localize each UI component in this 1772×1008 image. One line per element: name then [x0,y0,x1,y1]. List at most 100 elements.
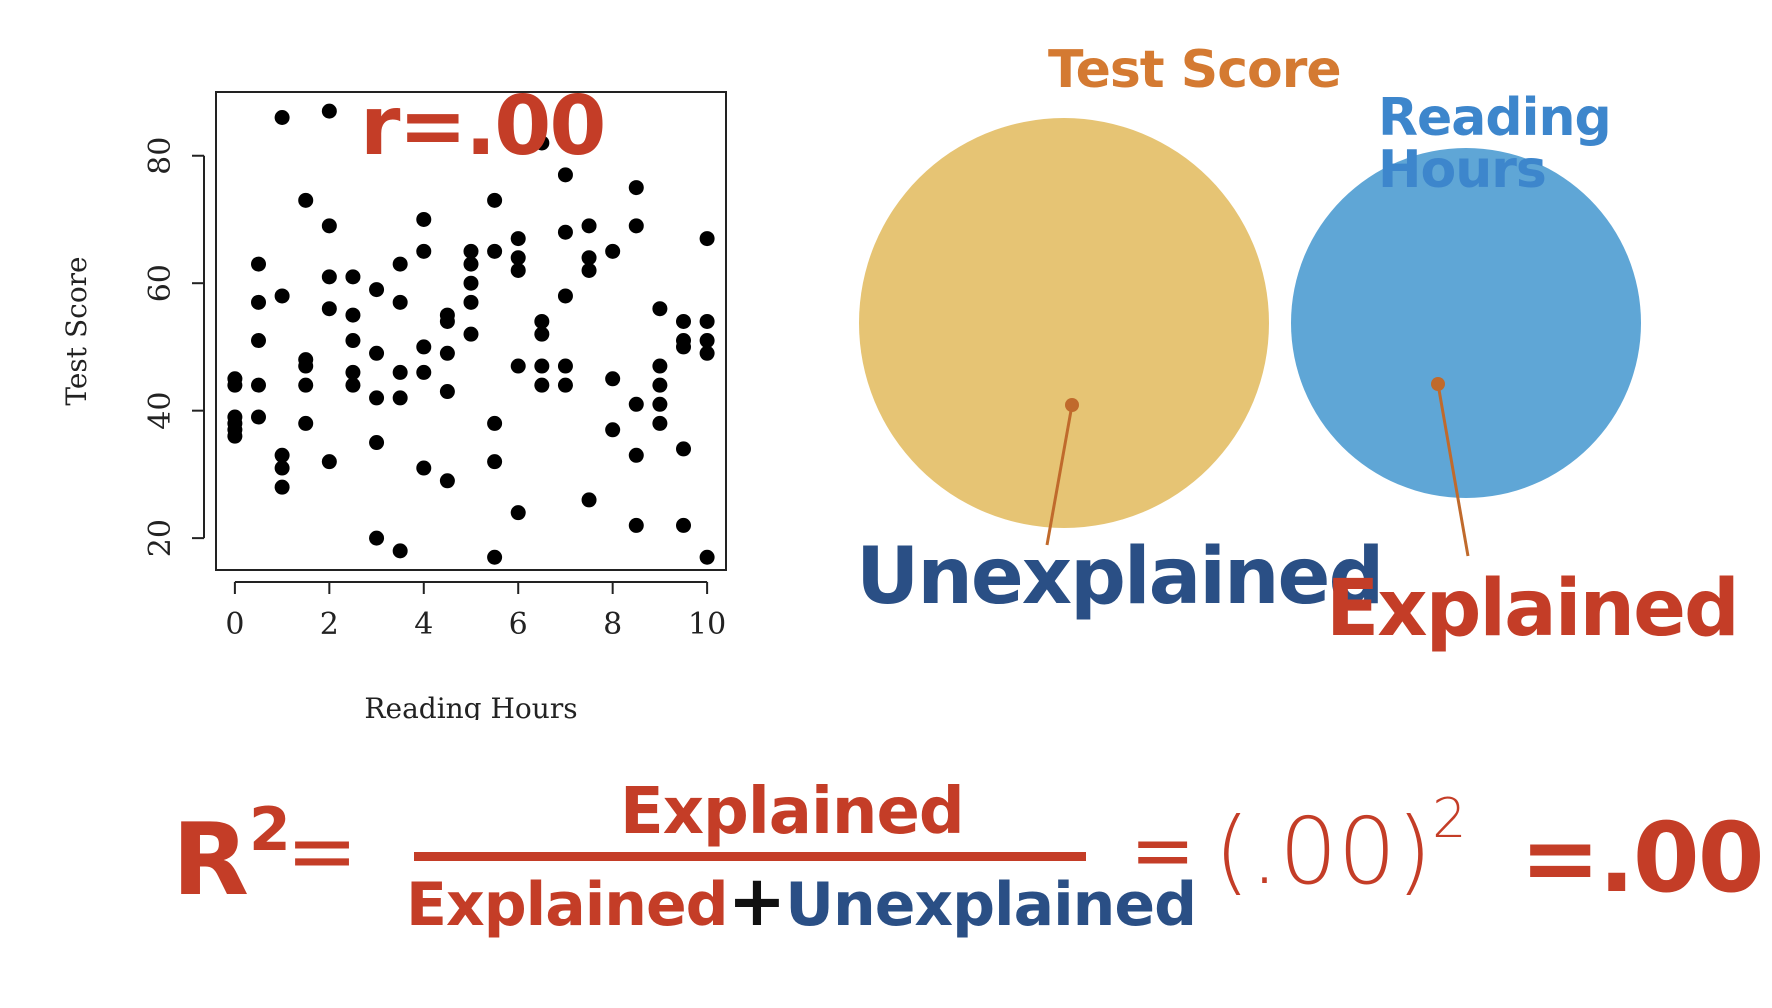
r-base: R [172,801,250,918]
scatter-point [439,473,455,489]
scatter-point [345,269,361,285]
scatter-point [251,294,266,310]
squared-correlation: (.00)2 [1214,792,1466,898]
scatter-points [227,103,715,565]
scatter-point [510,262,526,278]
scatter-point [369,435,385,451]
scatter-point [534,135,550,151]
scatter-point [416,460,432,476]
paren-value: (.00) [1214,798,1433,905]
scatter-point [463,256,479,272]
test-score-circle [859,118,1269,528]
explained-label: Explained [1326,564,1740,654]
scatter-point [534,377,550,393]
scatter-point [699,549,715,565]
reading-hours-circle [1291,148,1641,498]
scatter-point [416,364,432,380]
x-tick-label: 2 [320,607,339,642]
scatter-point [652,377,668,393]
scatter-point [581,262,597,278]
scatter-point [298,415,314,431]
r-squared-result: =.00 [1520,802,1764,914]
paren-exponent: 2 [1432,787,1467,850]
scatter-point [392,364,408,380]
venn-diagram [859,118,1641,557]
scatter-point [510,250,526,266]
scatter-point [392,294,408,310]
scatter-point [699,313,715,329]
scatter-point [439,345,455,361]
scatter-point [369,345,385,361]
scatter-point [369,282,385,298]
scatter-point [652,415,668,431]
scatter-point [298,358,314,374]
scatter-point [628,447,644,463]
unexplained-label: Unexplained [856,532,1384,622]
scatter-point [274,460,290,476]
r-squared-symbol: R2 [172,800,291,910]
scatter-point [605,422,621,438]
scatter-point [369,530,385,546]
r-exponent: 2 [249,795,291,865]
scatter-point [439,313,455,329]
scatter-point [557,358,573,374]
scatter-point [581,492,597,508]
scatter-axes: 0 2 4 6 8 10 20 40 60 80 Reading Hours Test Score [60,91,727,720]
scatter-point [487,549,503,565]
scatter-plot: 0 2 4 6 8 10 20 40 60 80 Reading Hours Test Score [60,91,727,720]
scatter-point [274,288,290,304]
plus-sign: + [727,860,787,942]
scatter-point [652,396,668,412]
scatter-point [416,243,432,259]
scatter-point [321,218,337,234]
scatter-point [628,396,644,412]
scatter-point [463,275,479,291]
scatter-point [628,180,644,196]
scatter-point [463,326,479,342]
scatter-point [345,377,361,393]
scatter-point [321,454,337,470]
scatter-point [487,415,503,431]
x-tick-label: 6 [509,607,528,642]
scatter-point [510,505,526,521]
scatter-point [392,256,408,272]
scatter-point [676,441,691,457]
y-tick-label: 60 [143,264,178,302]
scatter-point [227,377,243,393]
scatter-point [274,109,290,125]
scatter-point [534,326,550,342]
scatter-point [652,301,668,317]
scatter-point [298,377,314,393]
explained-pointer-line [1436,383,1470,557]
test-score-label: Test Score [1048,40,1342,100]
scatter-point [416,339,432,355]
scatter-point [557,288,573,304]
explained-pointer-dot [1431,377,1445,391]
y-tick-label: 20 [143,519,178,557]
unexplained-pointer-line [1045,404,1074,546]
plot-frame [215,91,727,571]
x-tick-label: 8 [603,607,622,642]
y-axis-title: Test Score [60,256,93,405]
scatter-point [274,479,290,495]
scatter-point [628,517,644,533]
scatter-point [439,384,455,400]
scatter-point [487,192,503,208]
x-axis-title: Reading Hours [364,692,577,720]
scatter-point [699,345,715,361]
scatter-point [251,377,266,393]
scatter-point [699,231,715,247]
fraction-numerator: Explained [620,775,965,849]
fraction-denominator: Explained+Unexplained [406,866,1197,936]
scatter-point [298,192,314,208]
x-tick-label: 10 [688,607,726,642]
scatter-point [251,333,266,349]
scatter-point [557,224,573,240]
scatter-point [605,371,621,387]
scatter-point [345,364,361,380]
scatter-point [369,390,385,406]
scatter-point [345,333,361,349]
scatter-point [557,167,573,183]
scatter-point [605,243,621,259]
